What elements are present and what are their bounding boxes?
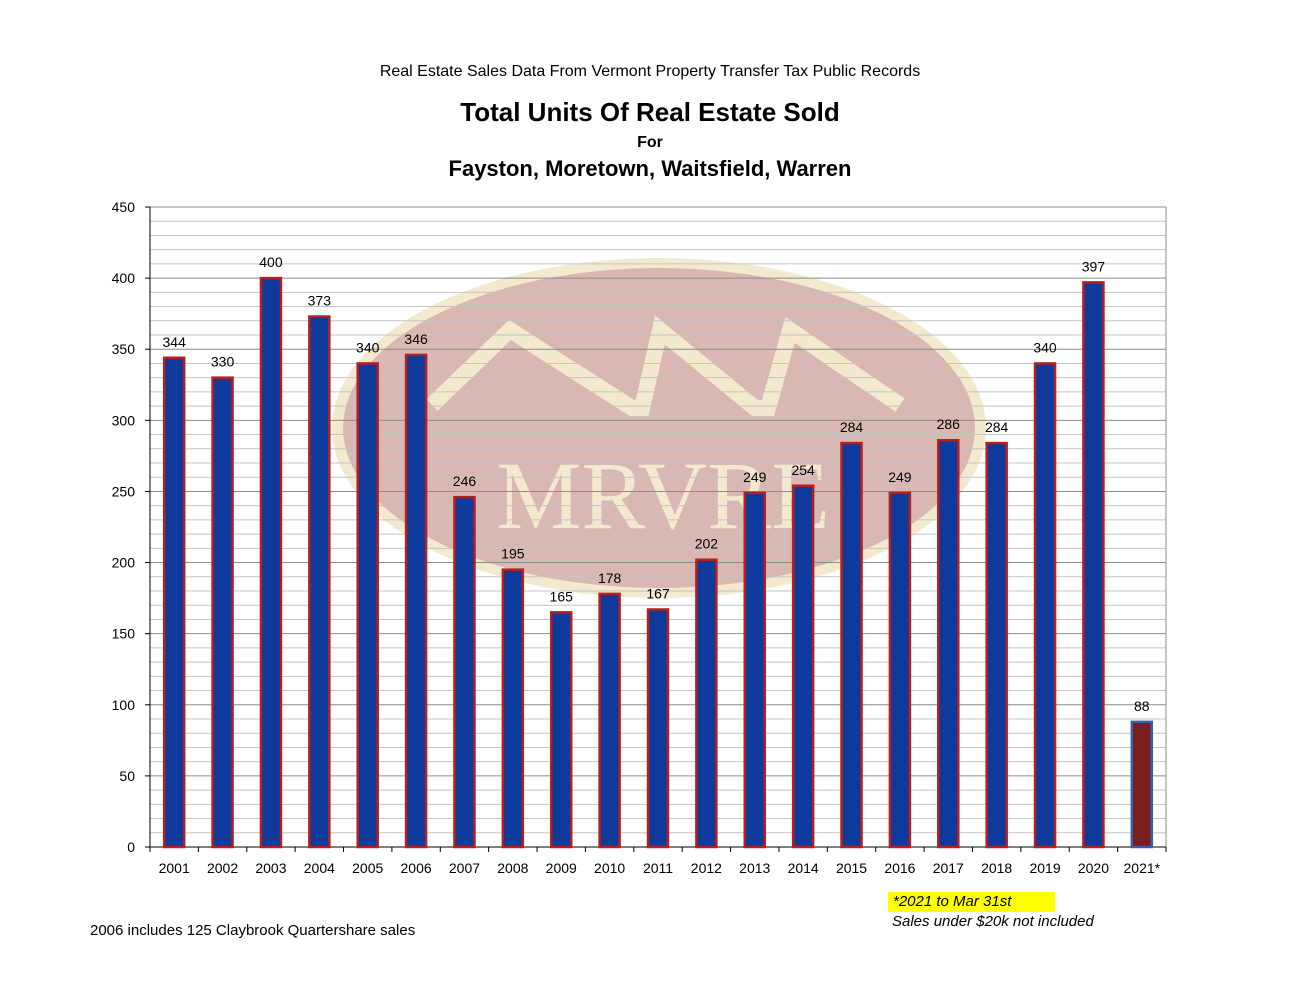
footnote-2006: 2006 includes 125 Claybrook Quartershare… xyxy=(90,922,416,939)
data-label: 165 xyxy=(550,588,574,604)
bar xyxy=(1033,362,1057,849)
x-tick-label: 2006 xyxy=(401,860,432,876)
data-label: 400 xyxy=(259,254,283,270)
x-tick-label: 2007 xyxy=(449,860,480,876)
x-tick-label: 2017 xyxy=(933,860,964,876)
y-tick-label: 50 xyxy=(119,768,135,784)
y-tick-label: 250 xyxy=(112,483,136,499)
bar xyxy=(840,441,863,849)
bar xyxy=(259,276,283,849)
x-tick-label: 2014 xyxy=(788,860,819,876)
x-tick-label: 2005 xyxy=(352,860,383,876)
x-tick-label: 2021* xyxy=(1124,860,1161,876)
data-label: 249 xyxy=(743,469,767,485)
bar xyxy=(211,376,234,849)
y-tick-label: 150 xyxy=(112,626,136,642)
y-tick-label: 300 xyxy=(112,412,136,428)
y-tick-label: 200 xyxy=(112,555,136,571)
data-label: 346 xyxy=(404,331,428,347)
x-tick-label: 2001 xyxy=(159,860,190,876)
watermark-mountains xyxy=(426,315,905,416)
y-tick-label: 0 xyxy=(127,839,135,855)
x-tick-label: 2019 xyxy=(1029,860,1060,876)
data-label: 340 xyxy=(1033,339,1057,355)
bar xyxy=(937,438,960,849)
bar xyxy=(308,315,331,849)
watermark-logo: MRVRE xyxy=(332,258,986,598)
x-tick-label: 2020 xyxy=(1078,860,1109,876)
y-tick-labels: 0 50 100 150 200 250 300 350 400 450 xyxy=(112,199,136,855)
x-tick-label: 2012 xyxy=(691,860,722,876)
x-tick-label: 2016 xyxy=(884,860,915,876)
bar xyxy=(453,495,476,849)
x-tick-label: 2013 xyxy=(739,860,770,876)
data-label: 284 xyxy=(985,419,1009,435)
x-tick-label: 2008 xyxy=(497,860,528,876)
data-labels: 344 330 400 373 340 346 246 195 165 178 167 202 249 2… xyxy=(163,254,1150,714)
x-tick-label: 2010 xyxy=(594,860,625,876)
data-label: 254 xyxy=(791,462,815,478)
data-label: 397 xyxy=(1082,258,1106,274)
data-label: 167 xyxy=(646,585,670,601)
data-label: 195 xyxy=(501,546,525,562)
data-label: 178 xyxy=(598,570,622,586)
data-label: 88 xyxy=(1134,698,1150,714)
bar xyxy=(743,491,767,849)
x-tick-label: 2002 xyxy=(207,860,238,876)
data-label: 373 xyxy=(308,293,332,309)
data-label: 246 xyxy=(453,473,477,489)
bar xyxy=(1082,281,1105,849)
bar xyxy=(162,356,186,849)
data-label: 249 xyxy=(888,469,912,485)
data-label: 344 xyxy=(163,334,187,350)
bar xyxy=(598,592,621,849)
data-label: 284 xyxy=(840,419,864,435)
chart-for-label: For xyxy=(637,134,663,151)
y-tick-label: 350 xyxy=(112,341,136,357)
x-tick-label: 2011 xyxy=(643,860,673,876)
source-subtitle: Real Estate Sales Data From Vermont Prop… xyxy=(379,63,921,80)
bar xyxy=(501,568,525,849)
bar xyxy=(888,491,912,849)
y-tick-label: 100 xyxy=(112,697,136,713)
x-tick-label: 2009 xyxy=(546,860,577,876)
bar xyxy=(356,362,379,849)
bars xyxy=(162,276,1154,849)
data-label: 330 xyxy=(211,354,235,370)
x-tick-label: 2003 xyxy=(255,860,286,876)
y-tick-label: 450 xyxy=(112,199,136,215)
data-label: 340 xyxy=(356,339,380,355)
bar xyxy=(1130,720,1154,849)
exclusion-note: Sales under $20k not included xyxy=(892,913,1094,930)
bar xyxy=(404,353,428,849)
bar xyxy=(549,611,573,849)
partial-year-note: *2021 to Mar 31st xyxy=(888,892,1055,912)
data-label: 202 xyxy=(695,536,719,552)
chart-title: Total Units Of Real Estate Sold xyxy=(460,97,840,127)
bar xyxy=(695,558,718,849)
x-tick-label: 2018 xyxy=(981,860,1012,876)
chart-towns-subtitle: Fayston, Moretown, Waitsfield, Warren xyxy=(448,156,852,181)
bar xyxy=(985,441,1008,849)
x-tick-label: 2015 xyxy=(836,860,867,876)
watermark-text: MRVRE xyxy=(496,442,830,549)
data-label: 286 xyxy=(937,416,961,432)
bar xyxy=(646,608,670,849)
x-tick-label: 2004 xyxy=(304,860,335,876)
bar xyxy=(791,484,815,849)
y-tick-label: 400 xyxy=(112,270,136,286)
x-tick-labels: 2001 2002 2003 2004 2005 2006 2007 2008 2009 2010… xyxy=(159,860,1161,876)
